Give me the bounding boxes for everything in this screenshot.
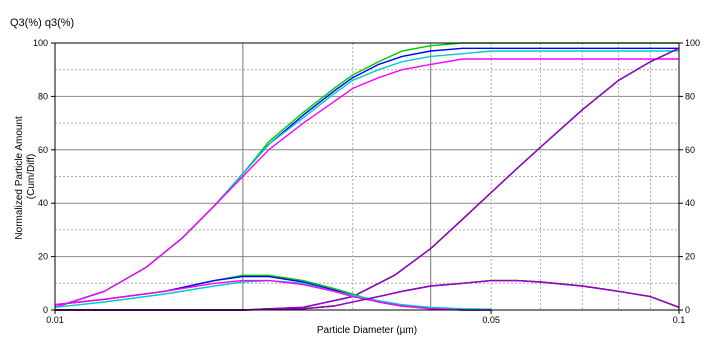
y-tick-label: 0 xyxy=(43,305,48,315)
right-y-tick-label: 100 xyxy=(685,38,700,48)
series-line-4 xyxy=(54,58,679,308)
plot-frame xyxy=(54,42,680,311)
series-line-9 xyxy=(54,279,492,310)
series-lines xyxy=(54,42,680,311)
x-axis-label: Particle Diameter (µm) xyxy=(317,325,417,336)
left-y-axis: 0 20 40 60 80 100 xyxy=(33,38,55,315)
x-tick-label: 0.01 xyxy=(46,315,64,325)
series-line-6 xyxy=(55,47,680,311)
series-line-3 xyxy=(54,50,679,308)
y-tick-label: 60 xyxy=(38,145,48,155)
x-tick-label: 0.05 xyxy=(482,315,500,325)
y-tick-label: 40 xyxy=(38,198,48,208)
chart-title: Q3(%) q3(%) xyxy=(10,17,74,29)
y-tick-label: 20 xyxy=(38,252,48,262)
right-y-tick-label: 60 xyxy=(685,145,695,155)
y-tick-label: 80 xyxy=(38,91,48,101)
right-y-tick-label: 80 xyxy=(685,91,695,101)
series-line-12 xyxy=(55,279,680,311)
x-axis: 0.01 0.05 0.1 xyxy=(46,310,685,325)
x-tick-label: 0.1 xyxy=(673,315,686,325)
y-axis-label: Normalized Particle Amount (Cum/Diff) xyxy=(14,113,37,239)
series-line-5 xyxy=(55,47,680,311)
y-tick-label: 100 xyxy=(33,38,48,48)
series-line-10 xyxy=(54,279,492,311)
right-y-tick-label: 40 xyxy=(685,198,695,208)
series-line-2 xyxy=(54,47,679,308)
right-y-tick-label: 20 xyxy=(685,252,695,262)
series-line-11 xyxy=(55,279,680,311)
grid xyxy=(55,43,679,310)
right-y-axis: 0 20 40 60 80 100 xyxy=(679,38,700,315)
right-y-tick-label: 0 xyxy=(685,305,690,315)
